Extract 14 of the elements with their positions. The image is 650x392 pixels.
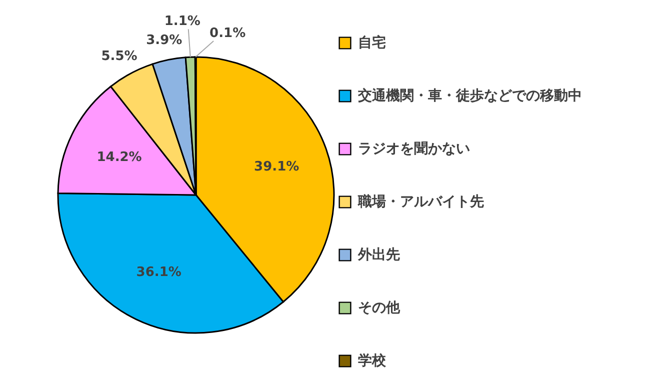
data-label: 3.9% xyxy=(146,33,182,48)
data-label: 1.1% xyxy=(164,14,200,30)
legend-label: 交通機関・車・徒歩などでの移動中 xyxy=(357,87,582,104)
data-label: 5.5% xyxy=(101,48,138,64)
data-label: 39.1% xyxy=(254,159,300,174)
legend-label: 職場・アルバイト先 xyxy=(357,193,484,210)
legend-label: その他 xyxy=(358,300,401,316)
data-label: 0.1% xyxy=(210,26,246,41)
legend-label: 学校 xyxy=(358,353,387,369)
data-label: 14.2% xyxy=(96,150,142,166)
legend-label: 外出先 xyxy=(357,247,400,263)
data-label: 36.1% xyxy=(136,265,182,280)
legend-label: 自宅 xyxy=(358,34,386,51)
legend-label: ラジオを聞かない xyxy=(358,141,470,157)
